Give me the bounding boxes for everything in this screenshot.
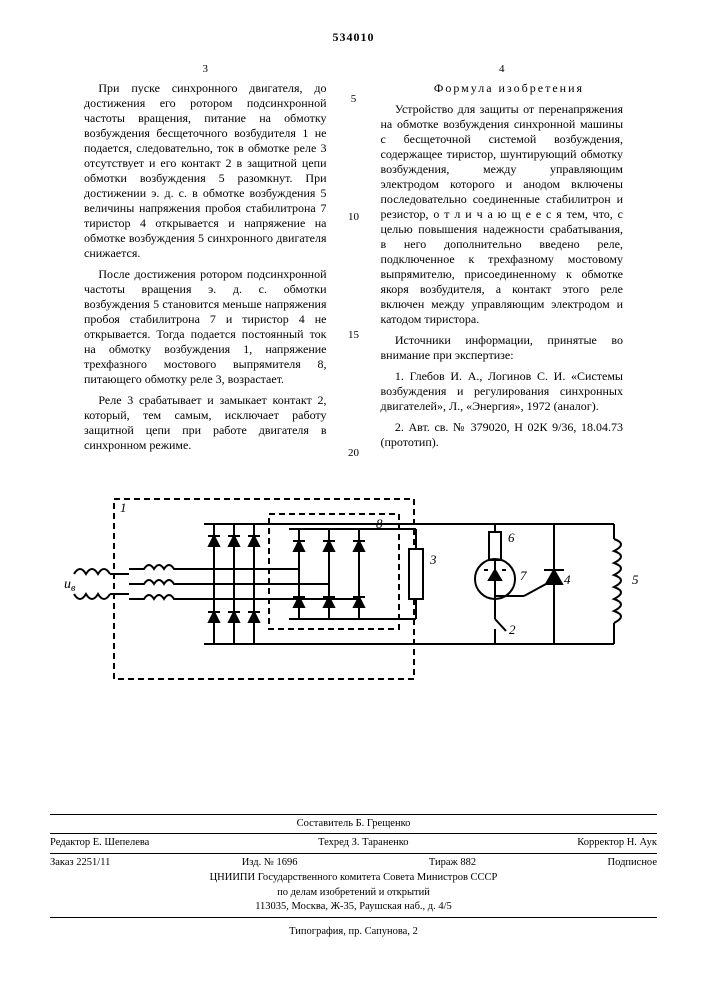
label-6: 6 xyxy=(508,530,515,545)
paragraph: После достижения ротором подсинхронной ч… xyxy=(84,267,327,387)
paragraph: 2. Авт. св. № 379020, Н 02К 9/36, 18.04.… xyxy=(381,420,624,450)
label-3: 3 xyxy=(429,552,437,567)
label-2: 2 xyxy=(509,622,516,637)
circuit-diagram: uв 1 8 3 6 7 4 2 5 xyxy=(54,484,654,694)
line-num: 20 xyxy=(348,447,359,459)
printer-line: Типография, пр. Сапунова, 2 xyxy=(50,926,657,937)
org-line-2: по делам изобретений и открытий xyxy=(50,886,657,901)
page-num-left: 3 xyxy=(84,63,327,77)
text-columns: 3 При пуске синхронного двигателя, до до… xyxy=(50,63,657,459)
tech-editor: Техред З. Тараненко xyxy=(318,836,408,851)
formula-heading: Формула изобретения xyxy=(381,81,624,96)
address: 113035, Москва, Ж-35, Раушская наб., д. … xyxy=(50,900,657,915)
editor: Редактор Е. Шепелева xyxy=(50,836,149,851)
order-num: Заказ 2251/11 xyxy=(50,856,110,871)
label-5: 5 xyxy=(632,572,639,587)
sign: Подписное xyxy=(608,856,657,871)
label-8: 8 xyxy=(376,516,383,531)
label-1: 1 xyxy=(120,500,127,515)
page-num-right: 4 xyxy=(381,63,624,77)
label-uv: uв xyxy=(64,577,76,594)
order-row: Заказ 2251/11 Изд. № 1696 Тираж 882 Подп… xyxy=(50,856,657,871)
footer-block: Составитель Б. Грещенко Редактор Е. Шепе… xyxy=(50,814,657,918)
paragraph: 1. Глебов И. А., Логинов С. И. «Системы … xyxy=(381,369,624,414)
page: 534010 3 При пуске синхронного двигателя… xyxy=(0,0,707,957)
line-num: 5 xyxy=(351,93,357,105)
right-column: 4 Формула изобретения Устройство для защ… xyxy=(381,63,624,459)
paragraph: При пуске синхронного двигателя, до дост… xyxy=(84,81,327,261)
line-num: 10 xyxy=(348,211,359,223)
left-column: 3 При пуске синхронного двигателя, до до… xyxy=(84,63,327,459)
paragraph: Реле 3 срабатывает и замыкает контакт 2,… xyxy=(84,393,327,453)
paragraph: Устройство для защиты от перенапряжения … xyxy=(381,102,624,327)
izd-num: Изд. № 1696 xyxy=(242,856,298,871)
paragraph: Источники информации, принятые во вниман… xyxy=(381,333,624,363)
line-numbers: 5 10 15 20 xyxy=(347,63,361,459)
corrector: Корректор Н. Аук xyxy=(577,836,657,851)
line-num: 15 xyxy=(348,329,359,341)
label-4: 4 xyxy=(564,572,571,587)
document-number: 534010 xyxy=(50,30,657,45)
tirazh: Тираж 882 xyxy=(429,856,476,871)
org-line-1: ЦНИИПИ Государственного комитета Совета … xyxy=(50,871,657,886)
label-7: 7 xyxy=(520,568,527,583)
credits-row: Редактор Е. Шепелева Техред З. Тараненко… xyxy=(50,836,657,854)
compiler-line: Составитель Б. Грещенко xyxy=(50,817,657,835)
